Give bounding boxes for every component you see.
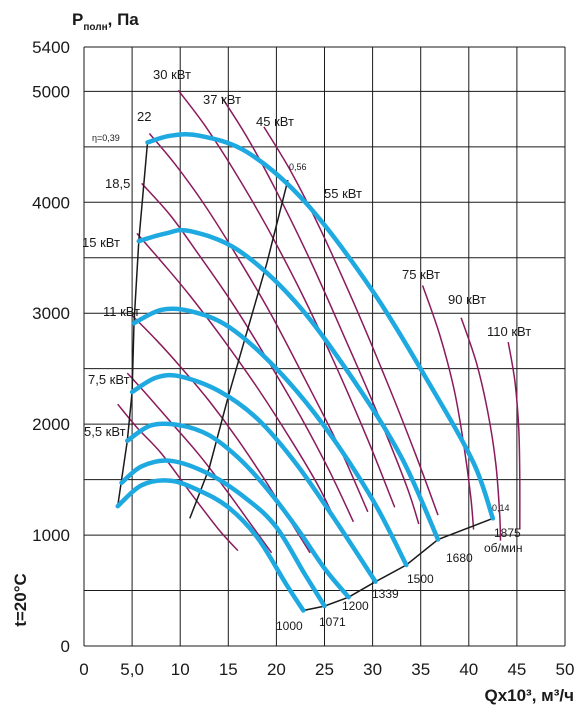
power-label: 18,5 <box>105 176 130 191</box>
y-tick-label: 5000 <box>32 82 70 101</box>
efficiency-line <box>189 179 289 519</box>
power-label: 5,5 кВт <box>84 424 126 439</box>
power-line <box>131 314 311 554</box>
x-tick-label: 5,0 <box>120 660 144 679</box>
x-tick-label: 45 <box>507 660 526 679</box>
x-tick-label: 30 <box>363 660 382 679</box>
speed-curve <box>115 478 306 613</box>
y-tick-label: 4000 <box>32 193 70 212</box>
speed-label: 1875 <box>494 526 521 540</box>
power-line <box>460 317 502 541</box>
speed-curve <box>129 372 378 584</box>
power-label: 15 кВт <box>82 235 120 250</box>
power-line <box>126 372 273 554</box>
efficiency-line <box>116 142 149 507</box>
power-line <box>263 126 439 516</box>
y-tick-label: 3000 <box>32 304 70 323</box>
speed-curve <box>119 458 327 609</box>
x-axis-title: Qx10³, м³/ч <box>484 686 574 705</box>
power-label: 22 <box>137 109 151 124</box>
efficiency-label: 0,14 <box>492 503 510 513</box>
power-line <box>177 89 396 508</box>
speed-curve <box>131 306 409 568</box>
speed-curves <box>115 131 496 613</box>
annotations: 5,5 кВт 7,5 кВт 11 кВт 15 кВт 18,5 22 30 кВт 37… <box>82 67 531 633</box>
speed-curve <box>145 131 496 521</box>
speed-label: 1680 <box>446 551 473 565</box>
power-label: 7,5 кВт <box>88 372 130 387</box>
x-tick-label: 35 <box>411 660 430 679</box>
y-tick-label: 1000 <box>32 526 70 545</box>
speed-label: 1339 <box>372 587 399 601</box>
power-label: 30 кВт <box>153 67 191 82</box>
y-axis-title: Pполн, Па <box>72 10 139 33</box>
power-label: 37 кВт <box>203 92 241 107</box>
speed-label: 1071 <box>319 615 346 629</box>
grid: 0 5,0 10 15 20 25 30 35 40 45 50 0 1000 2000 3000 4000 5… <box>32 38 574 679</box>
power-label: 110 кВт <box>487 324 531 339</box>
y-tick-label: 0 <box>61 637 70 656</box>
speed-unit-label: об/мин <box>484 541 522 555</box>
power-label: 75 кВт <box>402 267 440 282</box>
y-tick-label: 2000 <box>32 415 70 434</box>
efficiency-label: η=0,39 <box>92 133 120 143</box>
x-tick-label: 50 <box>556 660 575 679</box>
power-label: 45 кВт <box>256 114 294 129</box>
speed-curve <box>125 421 351 600</box>
speed-label: 1500 <box>407 572 434 586</box>
power-line <box>136 232 340 529</box>
power-line <box>117 403 239 552</box>
speed-label: 1200 <box>342 599 369 613</box>
x-tick-label: 15 <box>219 660 238 679</box>
temperature-label: t=20°C <box>11 573 30 627</box>
power-line <box>421 285 475 530</box>
power-label: 11 кВт <box>103 304 140 319</box>
x-tick-label: 10 <box>171 660 190 679</box>
y-tick-label: 5400 <box>32 38 70 57</box>
speed-label: 1000 <box>276 619 303 633</box>
x-tick-label: 40 <box>459 660 478 679</box>
x-tick-label: 25 <box>315 660 334 679</box>
speed-curve <box>136 227 441 542</box>
power-line <box>220 96 420 525</box>
power-label: 90 кВт <box>448 292 486 307</box>
power-label: 55 кВт <box>324 186 362 201</box>
power-line <box>141 182 355 523</box>
x-tick-label: 20 <box>267 660 286 679</box>
power-line <box>507 341 521 530</box>
efficiency-label: 0,56 <box>289 162 307 172</box>
x-tick-label: 0 <box>79 660 88 679</box>
